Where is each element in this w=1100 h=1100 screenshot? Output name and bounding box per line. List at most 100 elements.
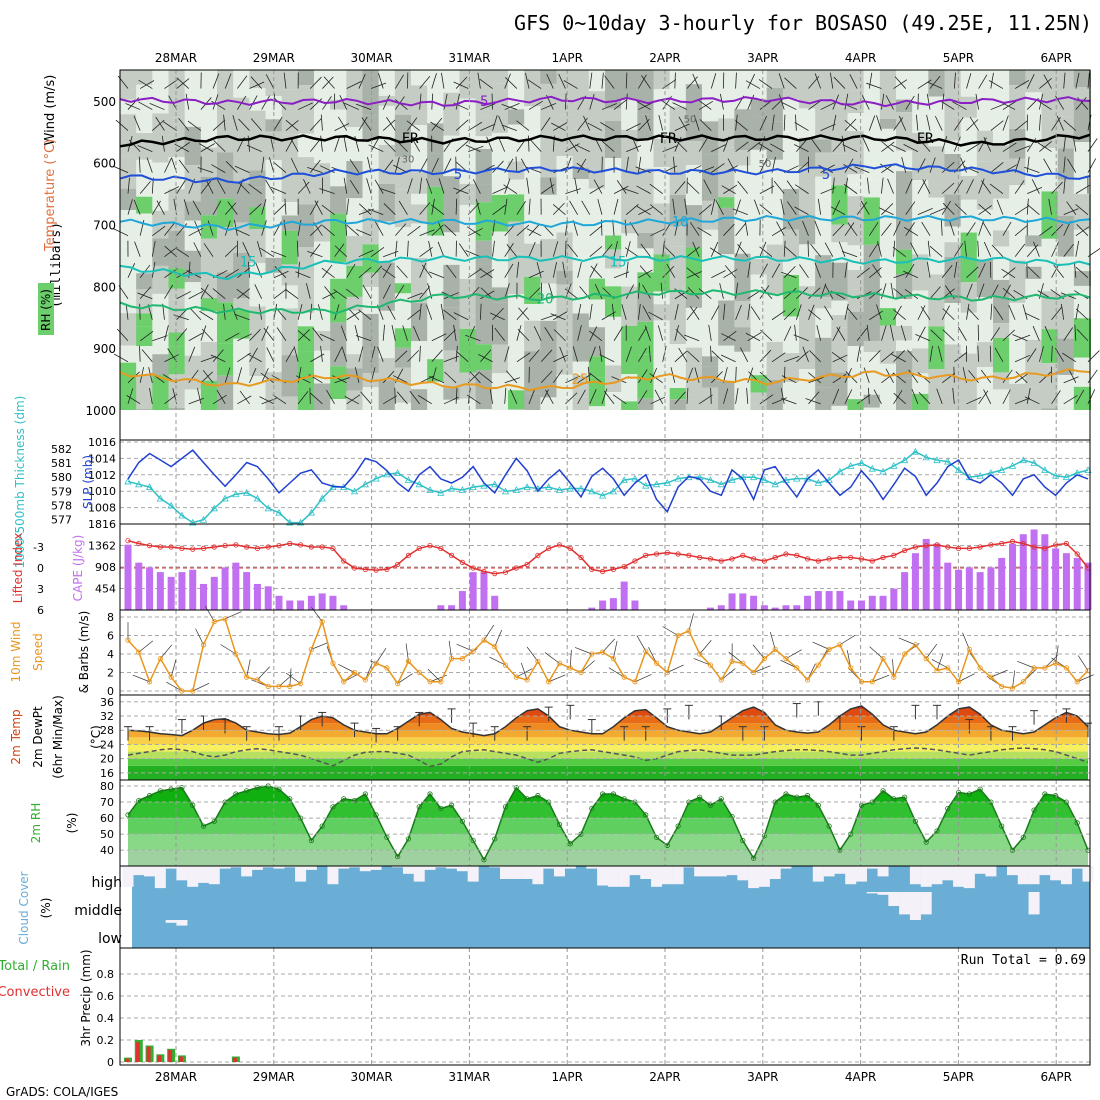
wind-barb xyxy=(188,332,203,342)
wind-barb xyxy=(468,268,482,279)
wind-barb xyxy=(234,228,250,237)
wind-barb xyxy=(868,350,881,363)
rh-shading-cell xyxy=(993,246,1011,280)
rh-shading-cell xyxy=(912,254,930,291)
wind-barb xyxy=(151,261,156,278)
rh-shading-cell xyxy=(491,287,509,303)
wind-barb xyxy=(715,200,724,215)
rh-shading-cell xyxy=(491,344,509,374)
cloud-cell-high xyxy=(855,866,867,882)
wind-barb xyxy=(356,229,372,237)
rh-shading-cell xyxy=(524,351,542,394)
wind-barb xyxy=(309,243,321,257)
cape-bar xyxy=(890,588,898,610)
wind-barb xyxy=(710,387,712,404)
rh-shading-cell xyxy=(508,253,526,295)
rh-shading-cell xyxy=(896,340,914,352)
lifted-index-line-point xyxy=(891,552,897,559)
wind-barb xyxy=(152,119,165,131)
surface-wind-barb xyxy=(289,668,292,687)
date-label-top: 30MAR xyxy=(351,51,393,65)
rh-shading-cell xyxy=(378,105,396,145)
wind-barb xyxy=(562,261,566,278)
rh-line-point xyxy=(136,797,142,804)
lifted-index-line-point xyxy=(459,559,465,566)
wind-barb xyxy=(146,157,153,173)
rh-line-point xyxy=(686,799,692,805)
thickness-line-point xyxy=(588,487,596,495)
wind-barb xyxy=(808,376,824,384)
cape-bar xyxy=(793,605,801,610)
wind-speed-line-point xyxy=(362,677,368,683)
wind-barb xyxy=(127,263,136,278)
rh-shading-cell xyxy=(508,356,526,391)
wind-barb xyxy=(176,223,188,236)
rh-shading-cell xyxy=(556,409,574,410)
wind-speed-line-point xyxy=(211,619,217,625)
wind-barb xyxy=(847,222,858,236)
wind-barb xyxy=(678,116,688,131)
rh-shading-cell xyxy=(863,340,881,353)
wind-barb xyxy=(750,306,761,320)
thickness-line-point xyxy=(178,511,186,519)
thickness-line-point xyxy=(296,518,305,526)
rh-shading-cell xyxy=(1073,194,1091,230)
wind-barb xyxy=(211,164,226,173)
wind-barb xyxy=(1037,142,1052,152)
cloud-cell-high xyxy=(1039,866,1051,876)
wind-barb xyxy=(941,372,956,384)
ylabel-wind10m-b: Speed xyxy=(31,633,45,671)
wind-speed-line-point xyxy=(653,660,660,666)
wind-barb xyxy=(892,246,906,258)
surface-wind-barb xyxy=(667,664,684,673)
precip-conv-bar xyxy=(125,1058,129,1062)
rh-shading-cell xyxy=(976,401,994,410)
rh-band xyxy=(128,818,1088,835)
rh-shading-cell xyxy=(184,201,202,221)
temp-band xyxy=(128,737,1088,745)
wind-barb xyxy=(419,177,423,194)
rh-shading-cell xyxy=(459,123,477,149)
wind-barb xyxy=(237,333,252,342)
rh-shading-cell xyxy=(1057,215,1075,257)
rh-shading-cell xyxy=(556,284,574,332)
wind-speed-line-point xyxy=(502,662,509,668)
rh-shading-cell xyxy=(863,118,881,152)
wind-barb xyxy=(1026,156,1030,173)
rh-shading-cell xyxy=(394,293,412,329)
rh-shading-cell xyxy=(831,327,849,373)
cloud-cell-high xyxy=(909,866,921,885)
surface-wind-barb xyxy=(839,634,856,646)
rh-shading-cell xyxy=(863,407,881,410)
wind-barb xyxy=(881,203,894,215)
cape-tick-label: 454 xyxy=(95,583,116,596)
wind-barb xyxy=(844,368,852,383)
wind-barb xyxy=(438,178,445,194)
wind-barb xyxy=(745,80,761,89)
thickness-line-point xyxy=(620,476,628,483)
rh-shading-cell xyxy=(427,186,445,236)
wind-barb xyxy=(941,264,953,278)
wind-barb xyxy=(929,286,941,299)
wind-barb xyxy=(269,135,275,152)
wind-barb xyxy=(387,305,396,320)
contour-label: 10 xyxy=(672,214,689,230)
rh-shading-cell xyxy=(799,215,817,245)
wind-barb xyxy=(698,137,708,152)
rh-shading-cell xyxy=(718,207,736,255)
rh-shading-cell xyxy=(233,298,251,311)
wind-barb xyxy=(453,312,469,321)
cloud-cell-high xyxy=(176,866,188,881)
rh-shading-cell xyxy=(120,246,138,277)
thickness-line-point xyxy=(1051,471,1060,479)
wind-barb xyxy=(544,327,554,341)
cloud-cell-middle xyxy=(866,892,878,894)
wind-barb xyxy=(953,72,956,89)
wind-barb xyxy=(176,77,190,89)
rh-shading-cell xyxy=(281,202,299,216)
wind-barb xyxy=(382,119,396,131)
wind-barb xyxy=(467,371,481,384)
rh-shading-cell xyxy=(734,150,752,166)
rh-line-point xyxy=(427,791,433,797)
temperature-contour xyxy=(119,214,1091,231)
